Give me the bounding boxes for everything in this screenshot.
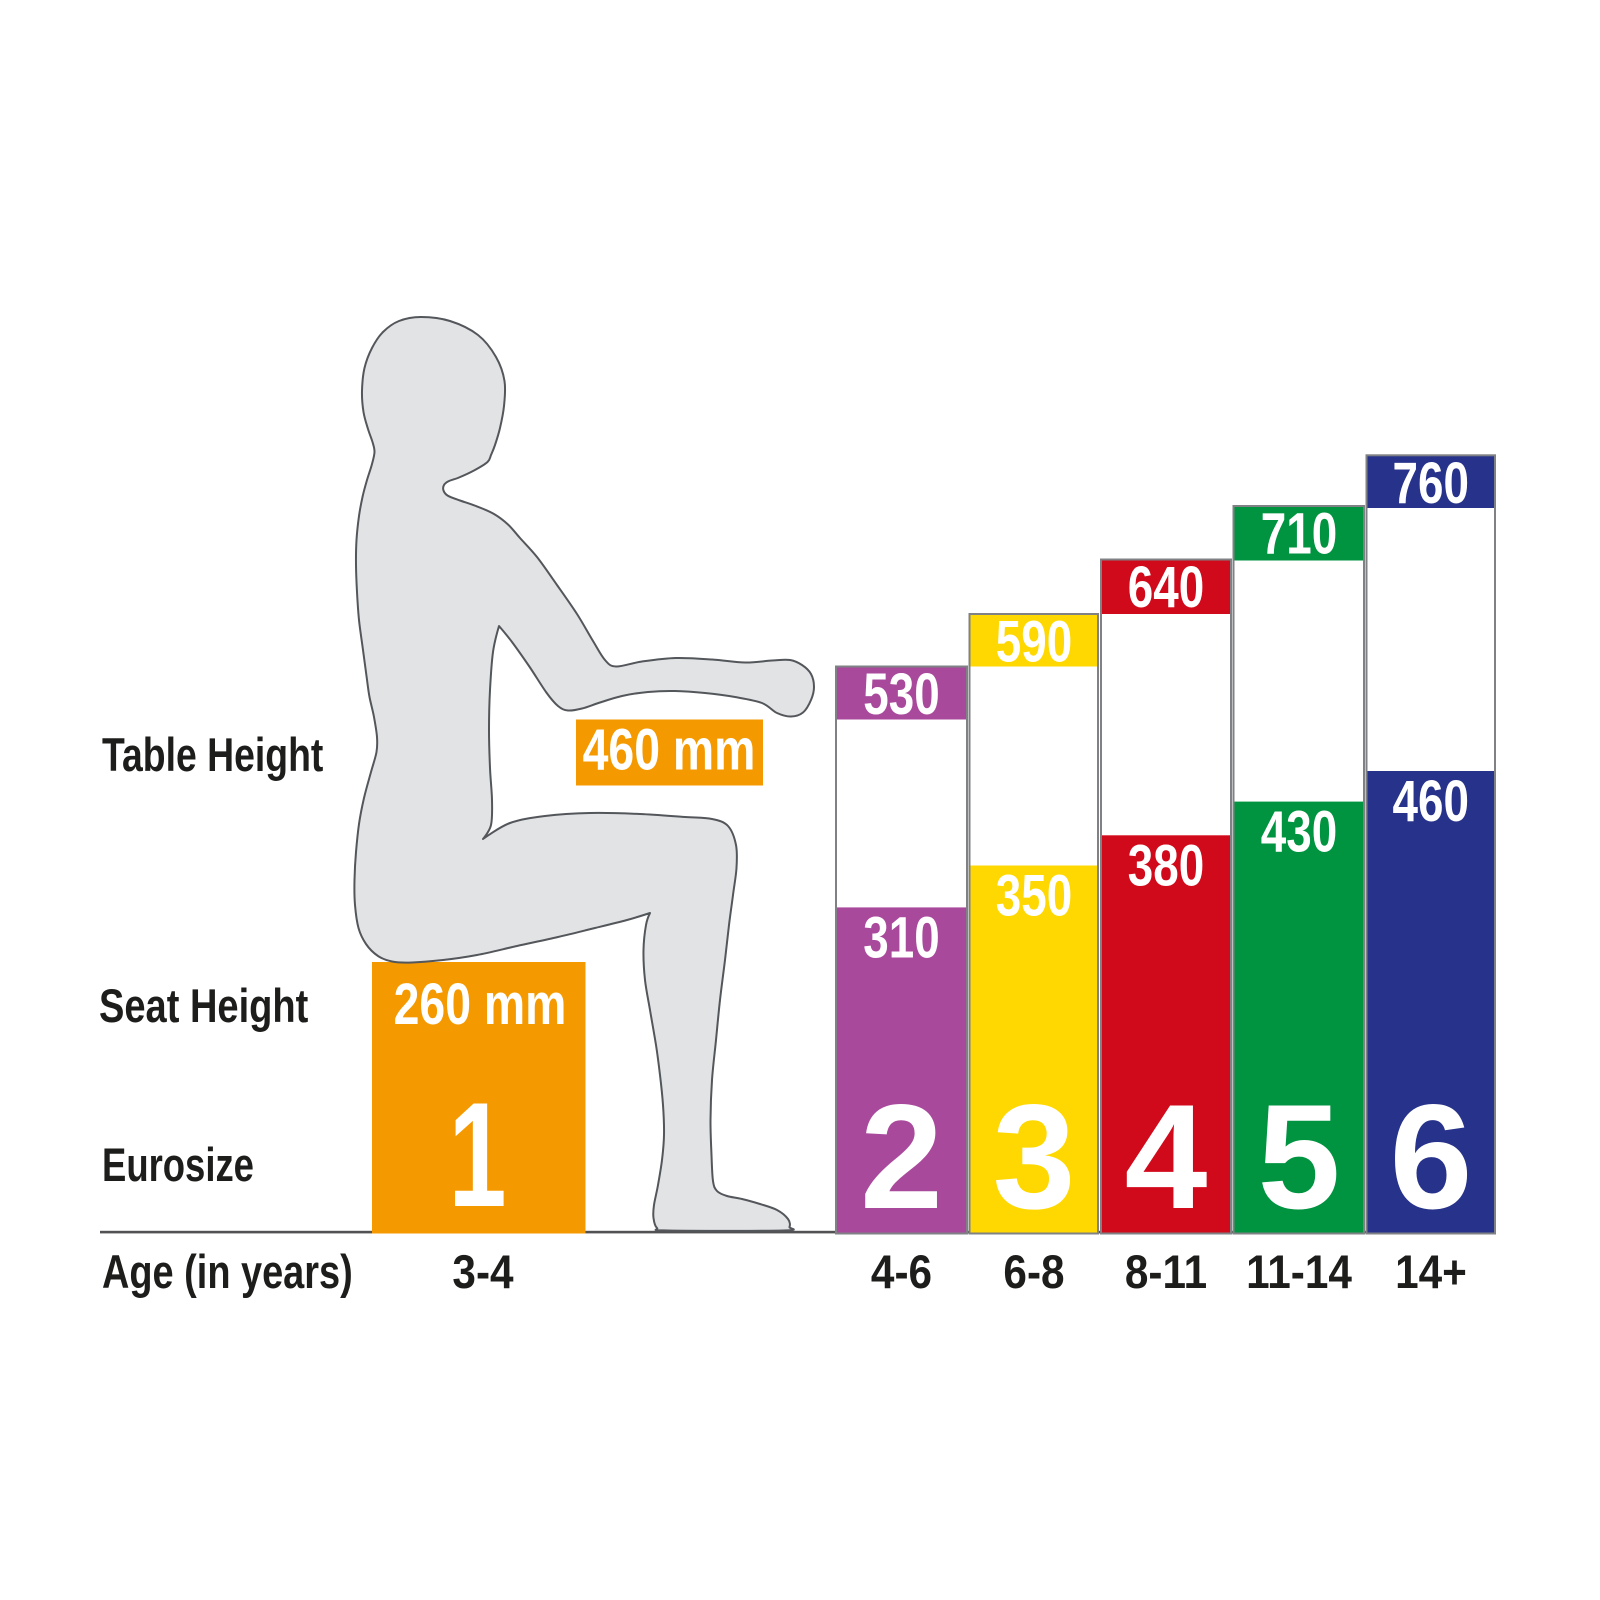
- svg-text:710: 710: [1261, 502, 1337, 566]
- svg-text:430: 430: [1261, 800, 1337, 864]
- svg-text:4: 4: [1125, 1073, 1208, 1240]
- svg-text:11-14: 11-14: [1246, 1247, 1352, 1299]
- svg-text:3-4: 3-4: [452, 1247, 513, 1299]
- svg-text:2: 2: [860, 1073, 943, 1240]
- svg-text:6-8: 6-8: [1003, 1247, 1064, 1299]
- svg-text:590: 590: [996, 610, 1072, 674]
- svg-text:8-11: 8-11: [1125, 1247, 1207, 1299]
- svg-text:760: 760: [1393, 452, 1469, 516]
- svg-text:460: 460: [1393, 770, 1469, 834]
- svg-text:Table Height: Table Height: [102, 729, 323, 781]
- svg-text:Eurosize: Eurosize: [102, 1139, 254, 1192]
- svg-text:1: 1: [448, 1073, 506, 1239]
- svg-text:6: 6: [1390, 1073, 1473, 1240]
- svg-text:5: 5: [1258, 1073, 1341, 1240]
- svg-text:14+: 14+: [1395, 1247, 1467, 1299]
- svg-text:350: 350: [996, 864, 1072, 928]
- svg-text:Age (in years): Age (in years): [102, 1246, 353, 1299]
- svg-text:260 mm: 260 mm: [394, 972, 567, 1037]
- svg-text:4-6: 4-6: [871, 1247, 932, 1299]
- svg-text:380: 380: [1128, 834, 1204, 898]
- svg-text:Seat Height: Seat Height: [99, 980, 308, 1033]
- svg-text:640: 640: [1128, 556, 1204, 620]
- svg-text:530: 530: [863, 663, 939, 727]
- svg-text:310: 310: [863, 906, 939, 970]
- svg-text:3: 3: [993, 1073, 1076, 1240]
- svg-text:460 mm: 460 mm: [583, 718, 756, 783]
